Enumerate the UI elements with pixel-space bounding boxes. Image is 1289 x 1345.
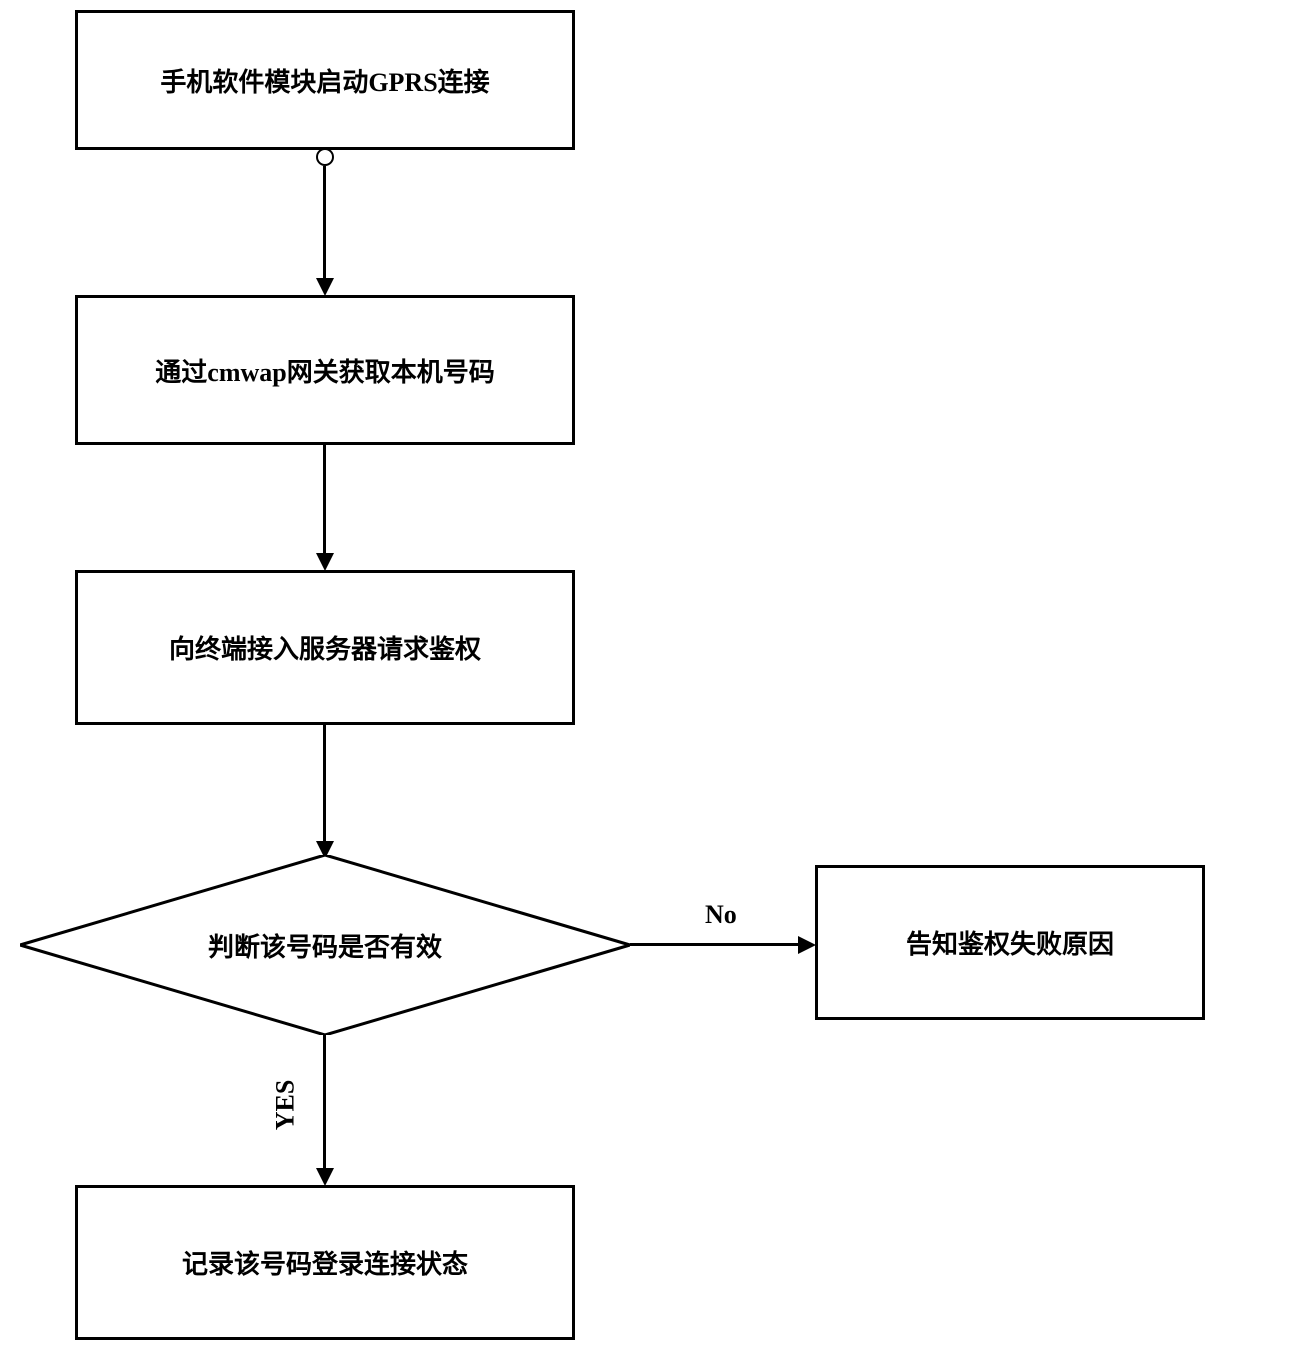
connector-circle xyxy=(316,148,334,166)
node-label: 判断该号码是否有效 xyxy=(208,927,442,964)
edge-line xyxy=(323,445,326,554)
flowchart-node-request-auth: 向终端接入服务器请求鉴权 xyxy=(75,570,575,725)
edge-line xyxy=(323,166,326,279)
flowchart-node-auth-fail: 告知鉴权失败原因 xyxy=(815,865,1205,1020)
node-label: 告知鉴权失败原因 xyxy=(906,924,1114,961)
arrowhead-icon xyxy=(798,936,816,954)
edge-line xyxy=(323,725,326,842)
flowchart-decision-node: 判断该号码是否有效 xyxy=(20,855,630,1035)
flowchart-node-start: 手机软件模块启动GPRS连接 xyxy=(75,10,575,150)
node-label: 通过cmwap网关获取本机号码 xyxy=(155,352,494,389)
node-label: 手机软件模块启动GPRS连接 xyxy=(160,62,489,99)
flowchart-node-get-number: 通过cmwap网关获取本机号码 xyxy=(75,295,575,445)
edge-label-no: No xyxy=(705,900,737,930)
arrowhead-icon xyxy=(316,553,334,571)
node-label: 向终端接入服务器请求鉴权 xyxy=(169,629,481,666)
edge-line xyxy=(630,943,799,946)
arrowhead-icon xyxy=(316,1168,334,1186)
arrowhead-icon xyxy=(316,278,334,296)
flowchart-node-record-status: 记录该号码登录连接状态 xyxy=(75,1185,575,1340)
node-label: 记录该号码登录连接状态 xyxy=(182,1244,468,1281)
edge-label-yes: YES xyxy=(270,1080,300,1131)
edge-line xyxy=(323,1035,326,1169)
